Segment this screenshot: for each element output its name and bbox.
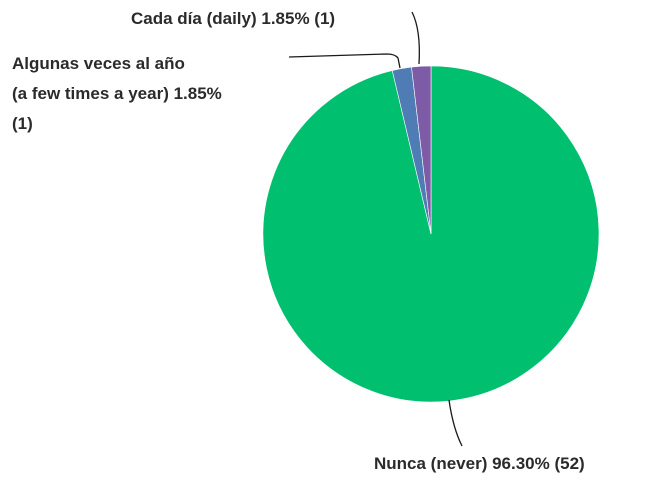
slice-label-nunca: Nunca (never) 96.30% (52) xyxy=(374,454,585,473)
slice-label-algunas-line-1: Algunas veces al año xyxy=(12,54,185,73)
leader-line-cada xyxy=(411,11,420,65)
pie-slice-cada xyxy=(411,65,432,235)
slice-label-cada: Cada día (daily) 1.85% (1) xyxy=(131,9,335,28)
leader-line-nunca xyxy=(448,399,463,447)
pie-slices xyxy=(262,65,600,403)
leader-line-algunas xyxy=(288,53,401,69)
slice-label-algunas-line-3: (1) xyxy=(12,114,33,133)
slice-label-algunas-line-2: (a few times a year) 1.85% xyxy=(12,84,222,103)
